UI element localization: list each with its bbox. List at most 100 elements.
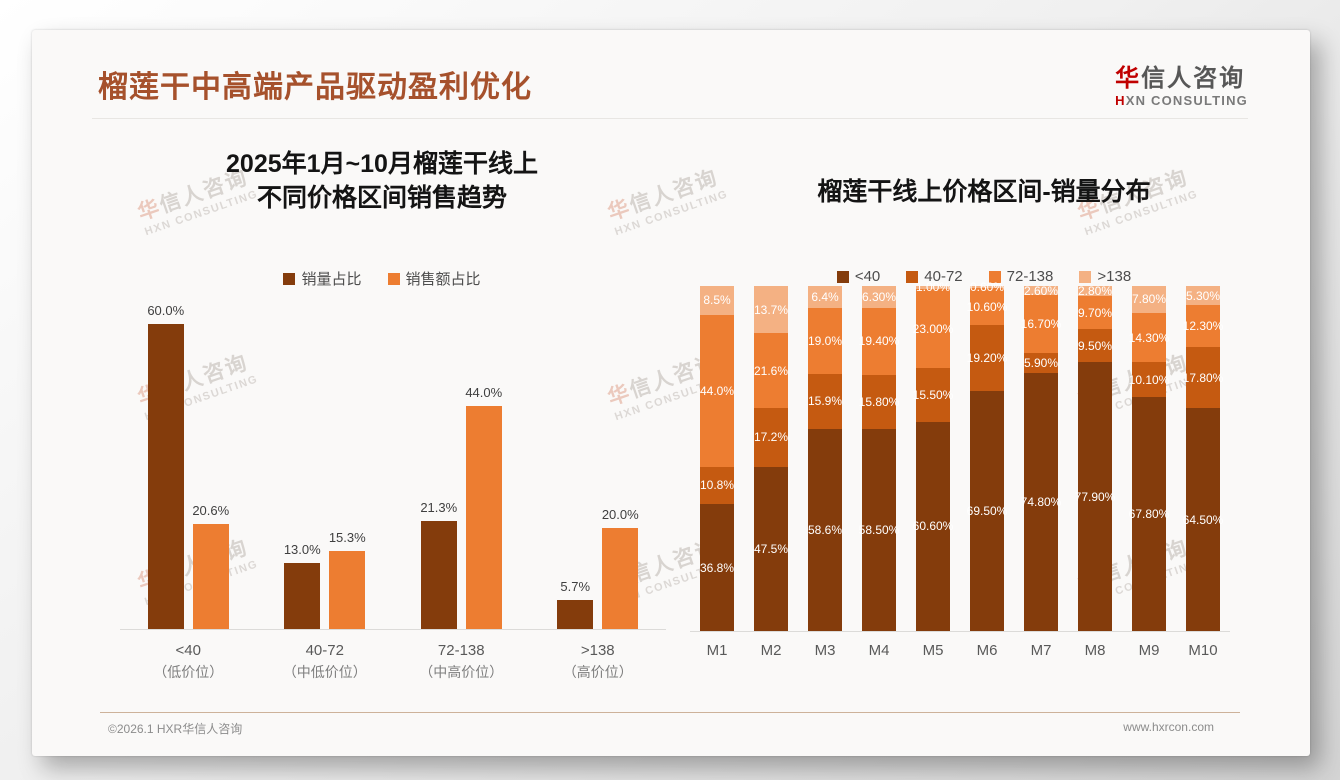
bar-销量占比: 5.7% [557,579,594,629]
segment->138: 1.00% [916,280,950,294]
segment-value-label: 8.5% [703,293,731,308]
segment-value-label: 19.0% [807,334,843,349]
segment->138: 13.7% [753,286,789,334]
bar-销量占比: 13.0% [284,542,321,629]
legend-label: 销售额占比 [405,271,481,288]
stacked-bar-column: 64.50% 17.80% 12.30% 5.30% [1176,286,1230,631]
slide: 华信人咨询 HXN CONSULTING 华信人咨询 HXN CONSULTING 华信… [32,30,1310,756]
stacked-bar-column: 58.6% 15.9% 19.0% 6.4% [798,286,852,631]
segment-72-138: 16.70% [1021,295,1061,353]
segment-value-label: 15.50% [912,388,954,403]
left-chart-legend: 销量占比 销售额占比 [90,268,674,289]
stacked-bar-column: 60.60% 15.50% 23.00% 1.00% [906,280,960,631]
segment-value-label: 23.00% [912,321,954,336]
bar-value-label: 60.0% [147,303,185,319]
segment-40-72: 15.80% [859,374,899,430]
segment->138: 0.60% [970,280,1004,294]
stacked-bar-column: 67.80% 10.10% 14.30% 7.80% [1122,286,1176,631]
legend-item: <40 [836,268,880,285]
logo-english-name: HXN CONSULTING [1115,93,1248,108]
bar-group: 5.7% 20.0% [530,295,667,629]
segment-40-72: 17.80% [1183,347,1223,409]
segment-<40: 47.5% [754,467,788,631]
bar-group: 21.3% 44.0% [393,295,530,629]
segment-72-138: 14.30% [1129,312,1169,363]
legend-item: 销量占比 [283,268,362,289]
bar-销售额占比: 20.6% [192,503,229,629]
left-chart-title: 2025年1月~10月榴莲干线上 不同价格区间销售趋势 [226,150,538,212]
bar-value-label: 20.6% [192,503,230,519]
segment-value-label: 2.60% [1023,283,1059,298]
segment-value-label: 6.4% [811,290,839,305]
segment-value-label: 19.40% [858,334,900,349]
segment->138: 8.5% [700,285,734,315]
logo-chinese-name: 华信人咨询 [1115,65,1246,92]
segment-value-label: 17.2% [753,430,789,445]
segment-value-label: 74.80% [1020,494,1062,509]
segment-value-label: 5.30% [1185,288,1221,303]
category-subname: （高价位） [562,663,633,680]
segment-value-label: 13.7% [753,302,789,317]
footer-divider [100,712,1240,713]
segment-72-138: 9.70% [1078,296,1112,330]
segment-value-label: 19.20% [966,351,1008,366]
bar-销售额占比: 20.0% [602,507,639,629]
bar-value-label: 21.3% [420,499,458,515]
segment-value-label: 47.5% [753,542,789,557]
category-name: 72-138 [437,642,485,659]
segment-value-label: 60.60% [912,519,954,534]
segment->138: 2.60% [1023,283,1059,298]
stacked-bar: 74.80% 5.90% 16.70% 2.60% [1021,283,1061,631]
segment-40-72: 9.50% [1078,329,1112,363]
segment-value-label: 44.0% [699,383,735,398]
company-logo: 华信人咨询 HXN CONSULTING [1115,58,1248,108]
segment-<40: 64.50% [1183,408,1223,631]
category-name: 40-72 [305,642,344,659]
segment-value-label: 36.8% [699,560,735,575]
segment-<40: 69.50% [967,391,1007,631]
segment-72-138: 23.00% [913,289,953,369]
page-title: 榴莲干中高端产品驱动盈利优化 [98,71,532,104]
segment-<40: 67.80% [1129,397,1169,631]
segment-value-label: 10.10% [1128,372,1170,387]
month-label: M9 [1138,642,1160,659]
category-subname: （中低价位） [282,663,367,680]
bar-value-label: 5.7% [560,579,591,595]
segment->138: 6.4% [808,286,842,309]
segment-value-label: 67.80% [1128,507,1170,522]
left-chart-plot: 60.0% 20.6% 13.0% 15.3% 21.3% 44.0% 5.7% 20.0% [120,295,666,630]
month-label: M10 [1188,642,1218,659]
stacked-bar: 77.90% 9.50% 9.70% 2.80% [1075,284,1115,631]
stacked-bar-column: 74.80% 5.90% 16.70% 2.60% [1014,283,1068,631]
segment-value-label: 15.80% [858,394,900,409]
segment-value-label: 1.00% [915,280,951,295]
bar-group: 13.0% 15.3% [257,295,394,629]
segment-72-138: 19.0% [808,308,842,374]
segment-value-label: 10.60% [966,299,1008,314]
bar-value-label: 44.0% [465,384,503,400]
legend-swatch [906,270,919,283]
legend-item: 40-72 [906,268,963,285]
category-label: 72-138 （中高价位） [393,640,530,682]
month-label: M4 [868,642,890,659]
bar-销售额占比: 15.3% [329,530,366,629]
segment-value-label: 17.80% [1182,370,1224,385]
category-subname: （低价位） [153,663,224,680]
bar-group: 60.0% 20.6% [120,295,257,629]
segment-<40: 36.8% [700,504,734,631]
segment-value-label: 5.90% [1023,355,1059,370]
segment-value-label: 0.60% [969,280,1005,295]
legend-item: 72-138 [988,268,1053,285]
stacked-bar-column: 69.50% 19.20% 10.60% 0.60% [960,280,1014,631]
month-label: M6 [976,642,998,659]
stacked-bar: 58.50% 15.80% 19.40% 6.30% [859,286,899,631]
legend-item: 销售额占比 [387,268,481,289]
category-name: >138 [580,642,615,659]
legend-item: >138 [1079,268,1131,285]
segment-72-138: 19.40% [859,307,899,375]
legend-label: 40-72 [924,268,963,285]
stacked-bar: 58.6% 15.9% 19.0% 6.4% [808,286,842,631]
segment->138: 6.30% [862,286,896,308]
segment-value-label: 21.6% [753,363,789,378]
bar-销量占比: 60.0% [147,303,184,629]
